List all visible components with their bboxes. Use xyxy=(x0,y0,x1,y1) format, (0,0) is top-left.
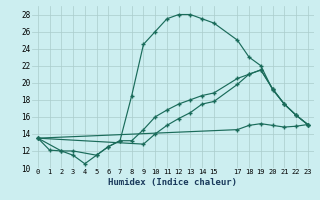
X-axis label: Humidex (Indice chaleur): Humidex (Indice chaleur) xyxy=(108,178,237,187)
